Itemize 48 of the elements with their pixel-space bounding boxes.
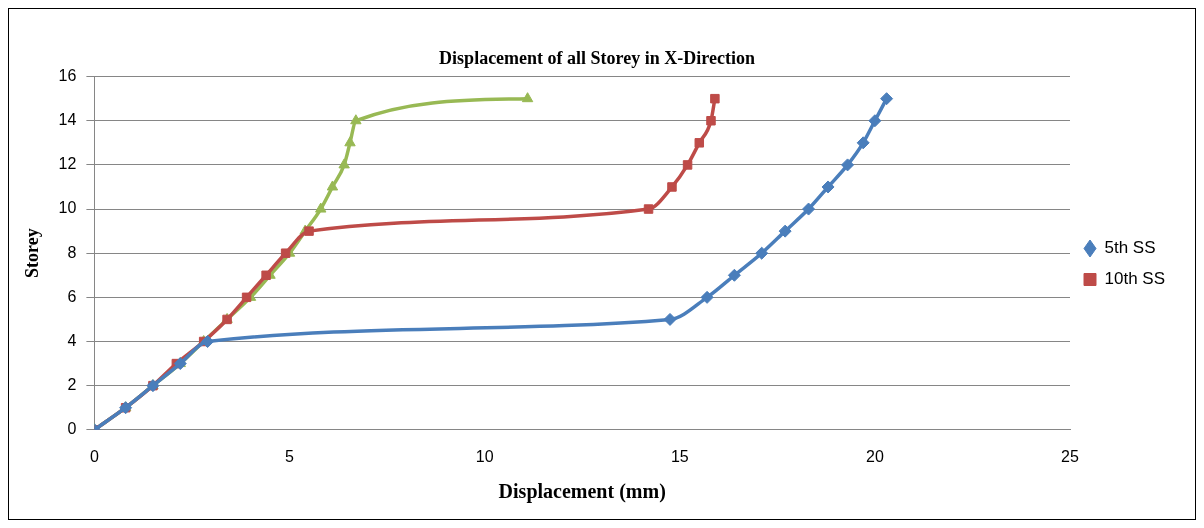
point [802, 202, 816, 216]
x-tick-label: 25 [1061, 447, 1080, 465]
point [694, 138, 705, 148]
y-axis-title: Storey [22, 228, 43, 279]
point [755, 246, 769, 260]
point [821, 180, 835, 194]
point [261, 270, 271, 281]
point [778, 224, 792, 238]
point [280, 248, 291, 258]
point [338, 158, 350, 169]
point [706, 116, 716, 126]
chart-title: Displacement of all Storey in X-Direction [439, 48, 755, 69]
x-tick-label: 15 [670, 447, 689, 465]
point [326, 180, 339, 191]
point [201, 335, 215, 348]
x-axis-title: Displacement (mm) [498, 480, 666, 504]
y-tick-label: 8 [67, 243, 77, 261]
point [856, 136, 870, 150]
point [304, 226, 314, 236]
point [841, 158, 855, 172]
point [241, 292, 252, 303]
point [868, 114, 882, 128]
y-tick-label: 6 [67, 287, 77, 305]
y-tick-label: 0 [67, 420, 77, 438]
y-tick-label: 4 [67, 331, 77, 349]
point [315, 202, 327, 213]
point [344, 136, 356, 147]
point [880, 92, 894, 106]
legend-label: 5th SS [1104, 238, 1156, 258]
point [727, 268, 741, 282]
point [710, 93, 720, 104]
point [682, 160, 693, 170]
point [350, 114, 362, 125]
point [663, 312, 677, 326]
x-tick-label: 20 [865, 447, 884, 465]
y-tick-label: 2 [67, 376, 77, 394]
point [643, 204, 654, 214]
x-tick-label: 10 [475, 447, 494, 465]
point [521, 92, 534, 103]
y-tick-label: 16 [58, 67, 77, 85]
y-tick-label: 12 [58, 155, 77, 173]
y-tick-label: 14 [58, 111, 77, 129]
legend-label: 10th SS [1104, 269, 1166, 289]
x-tick-label: 0 [89, 447, 99, 465]
x-tick-label: 5 [285, 447, 295, 465]
point [700, 290, 714, 304]
point [667, 182, 677, 192]
y-tick-label: 10 [58, 199, 77, 217]
